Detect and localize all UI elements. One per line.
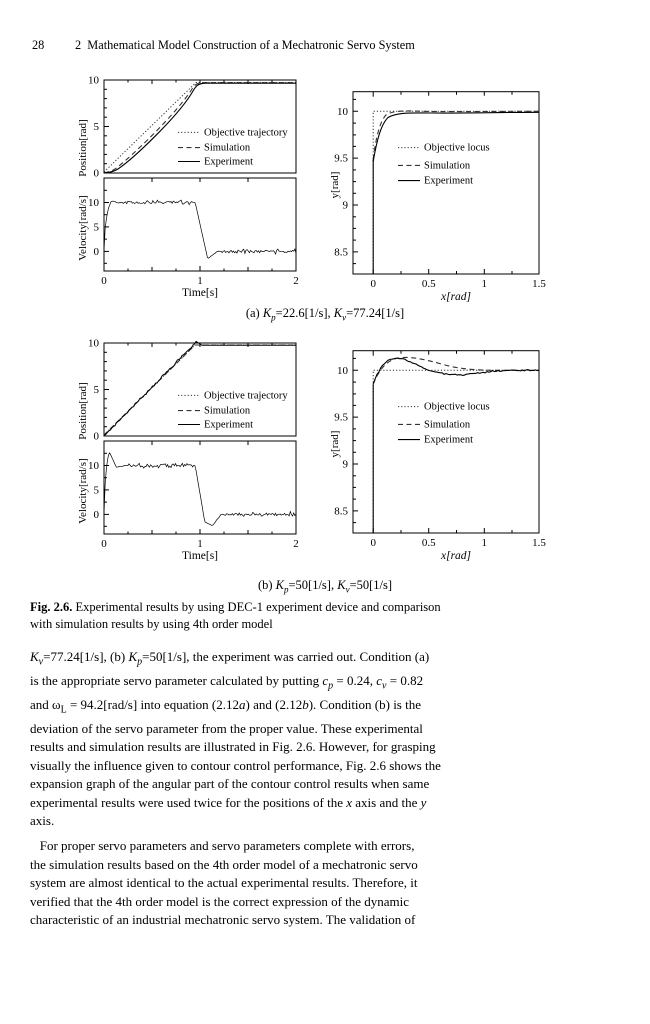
svg-text:Position[rad]: Position[rad] xyxy=(77,382,89,439)
svg-text:9.5: 9.5 xyxy=(334,412,348,424)
svg-text:0: 0 xyxy=(94,431,100,443)
svg-text:1: 1 xyxy=(482,278,488,290)
svg-text:Simulation: Simulation xyxy=(204,406,251,417)
svg-text:0: 0 xyxy=(94,246,100,258)
svg-text:Simulation: Simulation xyxy=(424,160,471,171)
svg-text:5: 5 xyxy=(94,222,100,234)
svg-text:Experiment: Experiment xyxy=(204,420,253,431)
svg-text:10: 10 xyxy=(88,75,100,87)
svg-text:1.5: 1.5 xyxy=(532,278,546,290)
svg-text:0: 0 xyxy=(101,275,107,287)
svg-text:9: 9 xyxy=(343,459,349,471)
svg-text:1: 1 xyxy=(482,537,488,549)
svg-text:Objective locus: Objective locus xyxy=(424,143,490,154)
svg-text:2: 2 xyxy=(293,275,299,287)
svg-text:1.5: 1.5 xyxy=(532,537,546,549)
svg-text:Position[rad]: Position[rad] xyxy=(77,119,89,176)
svg-text:9.5: 9.5 xyxy=(334,153,348,165)
svg-text:0.5: 0.5 xyxy=(422,278,436,290)
svg-text:Objective trajectory: Objective trajectory xyxy=(204,127,288,138)
svg-text:Experiment: Experiment xyxy=(424,435,473,446)
svg-text:y[rad]: y[rad] xyxy=(329,431,341,458)
svg-text:0.5: 0.5 xyxy=(422,537,436,549)
svg-text:10: 10 xyxy=(88,460,100,472)
svg-text:2: 2 xyxy=(293,538,299,550)
svg-text:Experiment: Experiment xyxy=(424,176,473,187)
svg-text:x[rad]: x[rad] xyxy=(440,550,471,562)
svg-text:8.5: 8.5 xyxy=(334,246,348,258)
svg-text:1: 1 xyxy=(197,275,203,287)
svg-text:9: 9 xyxy=(343,200,349,212)
svg-text:0: 0 xyxy=(370,278,376,290)
svg-text:10: 10 xyxy=(88,197,100,209)
svg-text:10: 10 xyxy=(337,106,349,118)
svg-text:1: 1 xyxy=(197,538,203,550)
svg-text:8.5: 8.5 xyxy=(334,505,348,517)
svg-text:0: 0 xyxy=(94,509,100,521)
svg-text:Time[s]: Time[s] xyxy=(182,287,218,299)
svg-text:y[rad]: y[rad] xyxy=(329,172,341,199)
svg-text:Simulation: Simulation xyxy=(424,419,471,430)
svg-text:0: 0 xyxy=(370,537,376,549)
svg-text:10: 10 xyxy=(337,365,349,377)
svg-text:5: 5 xyxy=(94,384,100,396)
svg-text:10: 10 xyxy=(88,338,100,350)
svg-text:Velocity[rad/s]: Velocity[rad/s] xyxy=(77,458,89,523)
svg-text:0: 0 xyxy=(94,168,100,180)
svg-text:0: 0 xyxy=(101,538,107,550)
svg-text:x[rad]: x[rad] xyxy=(440,291,471,303)
svg-text:5: 5 xyxy=(94,485,100,497)
svg-text:Simulation: Simulation xyxy=(204,143,251,154)
svg-text:Time[s]: Time[s] xyxy=(182,550,218,562)
svg-text:Objective locus: Objective locus xyxy=(424,402,490,413)
svg-text:Velocity[rad/s]: Velocity[rad/s] xyxy=(77,195,89,260)
svg-text:Experiment: Experiment xyxy=(204,157,253,168)
svg-text:Objective trajectory: Objective trajectory xyxy=(204,390,288,401)
svg-text:5: 5 xyxy=(94,121,100,133)
